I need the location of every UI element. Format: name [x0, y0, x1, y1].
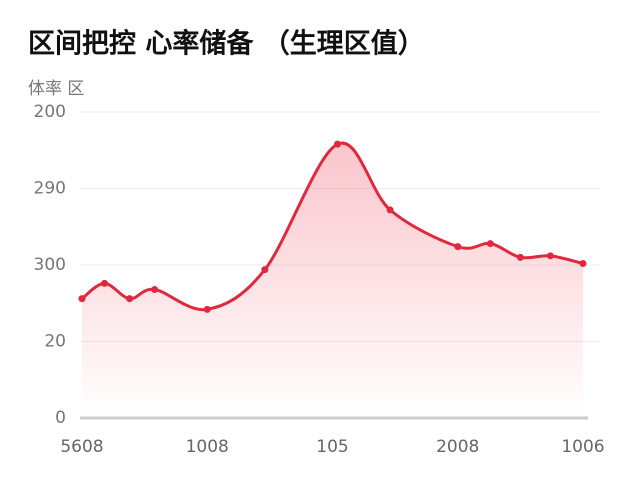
x-tick-label: 1006 — [561, 437, 604, 457]
x-tick-label: 1008 — [186, 437, 229, 457]
x-tick-label: 2008 — [436, 437, 479, 457]
y-tick-label: 200 — [34, 102, 66, 122]
x-tick-label: 5608 — [60, 437, 103, 457]
point — [386, 206, 394, 214]
point — [486, 240, 494, 248]
point — [78, 295, 86, 303]
point — [546, 252, 554, 260]
point — [151, 285, 159, 293]
point — [203, 305, 211, 313]
y-tick-label: 290 — [34, 179, 66, 199]
y-axis-label: 体率 区 — [28, 79, 84, 99]
point — [101, 279, 109, 287]
point — [126, 295, 134, 303]
point — [579, 259, 587, 267]
line-area — [82, 143, 583, 418]
point — [454, 243, 462, 251]
point — [261, 266, 269, 274]
y-tick-label: 0 — [55, 408, 66, 428]
y-tick-label: 20 — [44, 332, 66, 352]
x-tick-label: 105 — [316, 437, 348, 457]
chart-title: 区间把控 心率储备 （生理区值） — [28, 28, 425, 60]
point — [334, 140, 342, 148]
point — [516, 253, 524, 261]
y-tick-label: 300 — [34, 255, 66, 275]
